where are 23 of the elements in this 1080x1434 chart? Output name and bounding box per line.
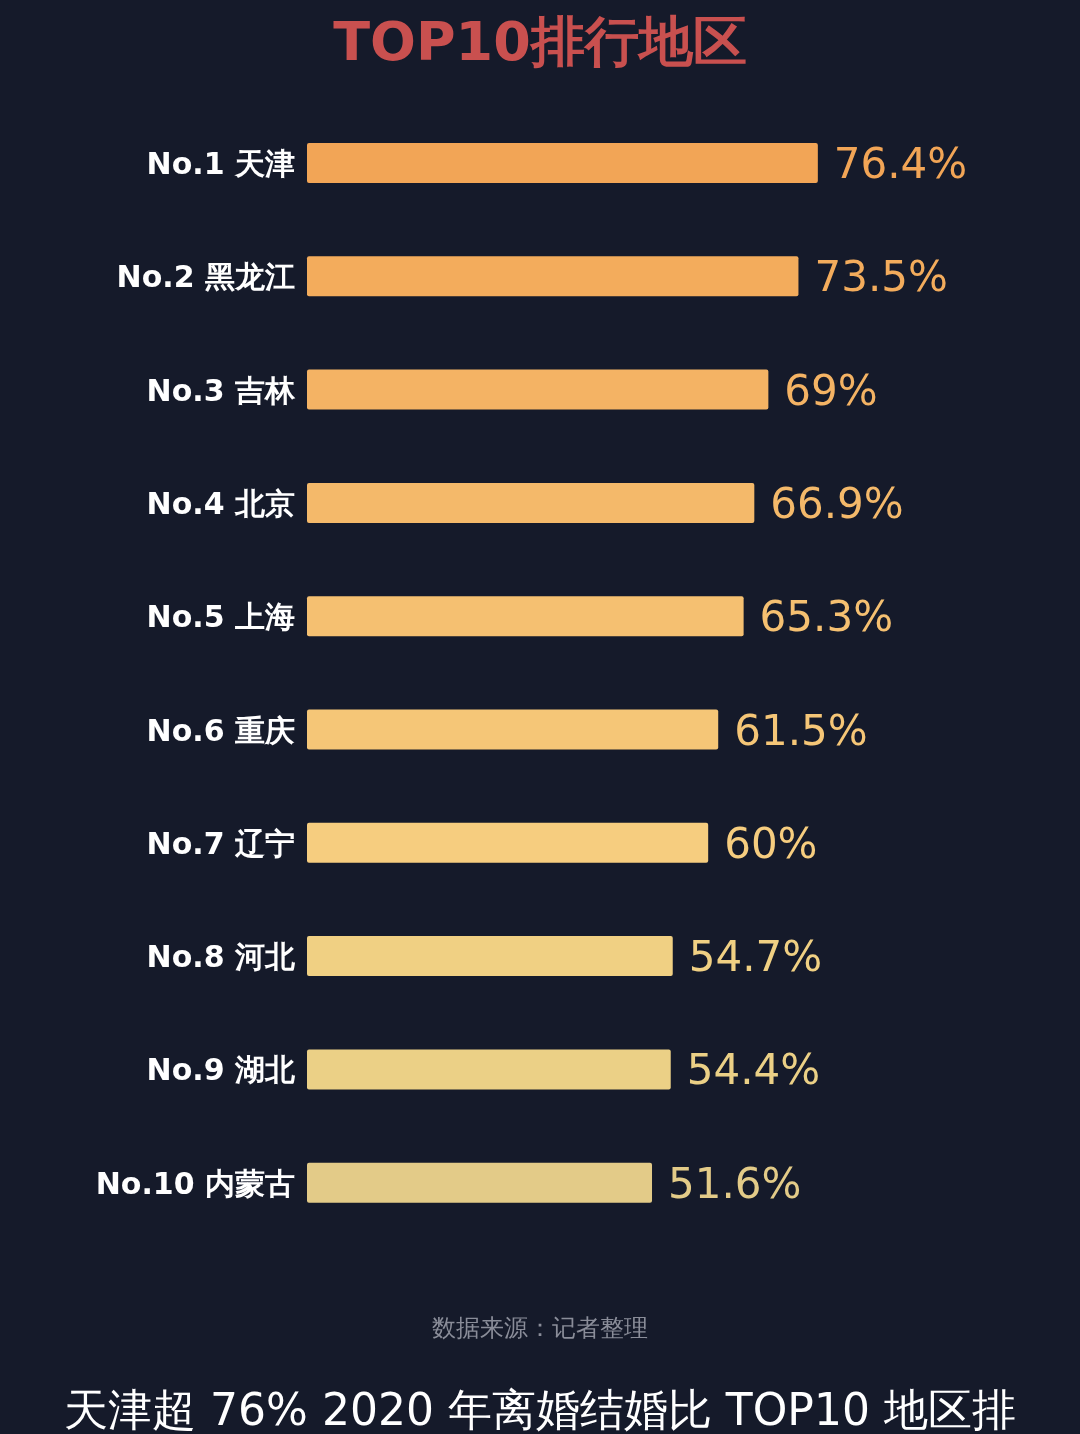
category-label: No.2 黑龙江 (116, 259, 295, 295)
category-label: No.8 河北 (146, 939, 295, 975)
title: TOP10排行地区 (333, 10, 747, 73)
value-label: 65.3% (759, 592, 894, 642)
value-label: 51.6% (668, 1158, 802, 1208)
annotation: 数据来源：记者整理 (432, 1314, 648, 1342)
category-label: No.5 上海 (146, 599, 295, 635)
category-label: No.7 辽宁 (146, 825, 295, 861)
category-label: No.9 湖北 (146, 1052, 295, 1088)
category-label: No.1 天津 (146, 146, 295, 181)
value-label: 66.9% (770, 478, 904, 528)
annotation: 天津超 76% 2020 年离婚结婚比 TOP10 地区排 (64, 1384, 1016, 1434)
value-label: 60% (724, 818, 818, 868)
value-label: 69% (784, 365, 878, 415)
value-label: 73.5% (814, 252, 948, 302)
value-label: 76.4% (833, 139, 968, 188)
category-label: No.3 吉林 (146, 372, 295, 408)
category-label: No.6 重庆 (146, 712, 295, 748)
category-label: No.4 北京 (146, 485, 295, 521)
value-label: 54.4% (686, 1045, 821, 1095)
value-label: 61.5% (734, 705, 868, 755)
category-label: No.10 内蒙古 (95, 1165, 295, 1201)
value-label: 54.7% (688, 932, 823, 982)
